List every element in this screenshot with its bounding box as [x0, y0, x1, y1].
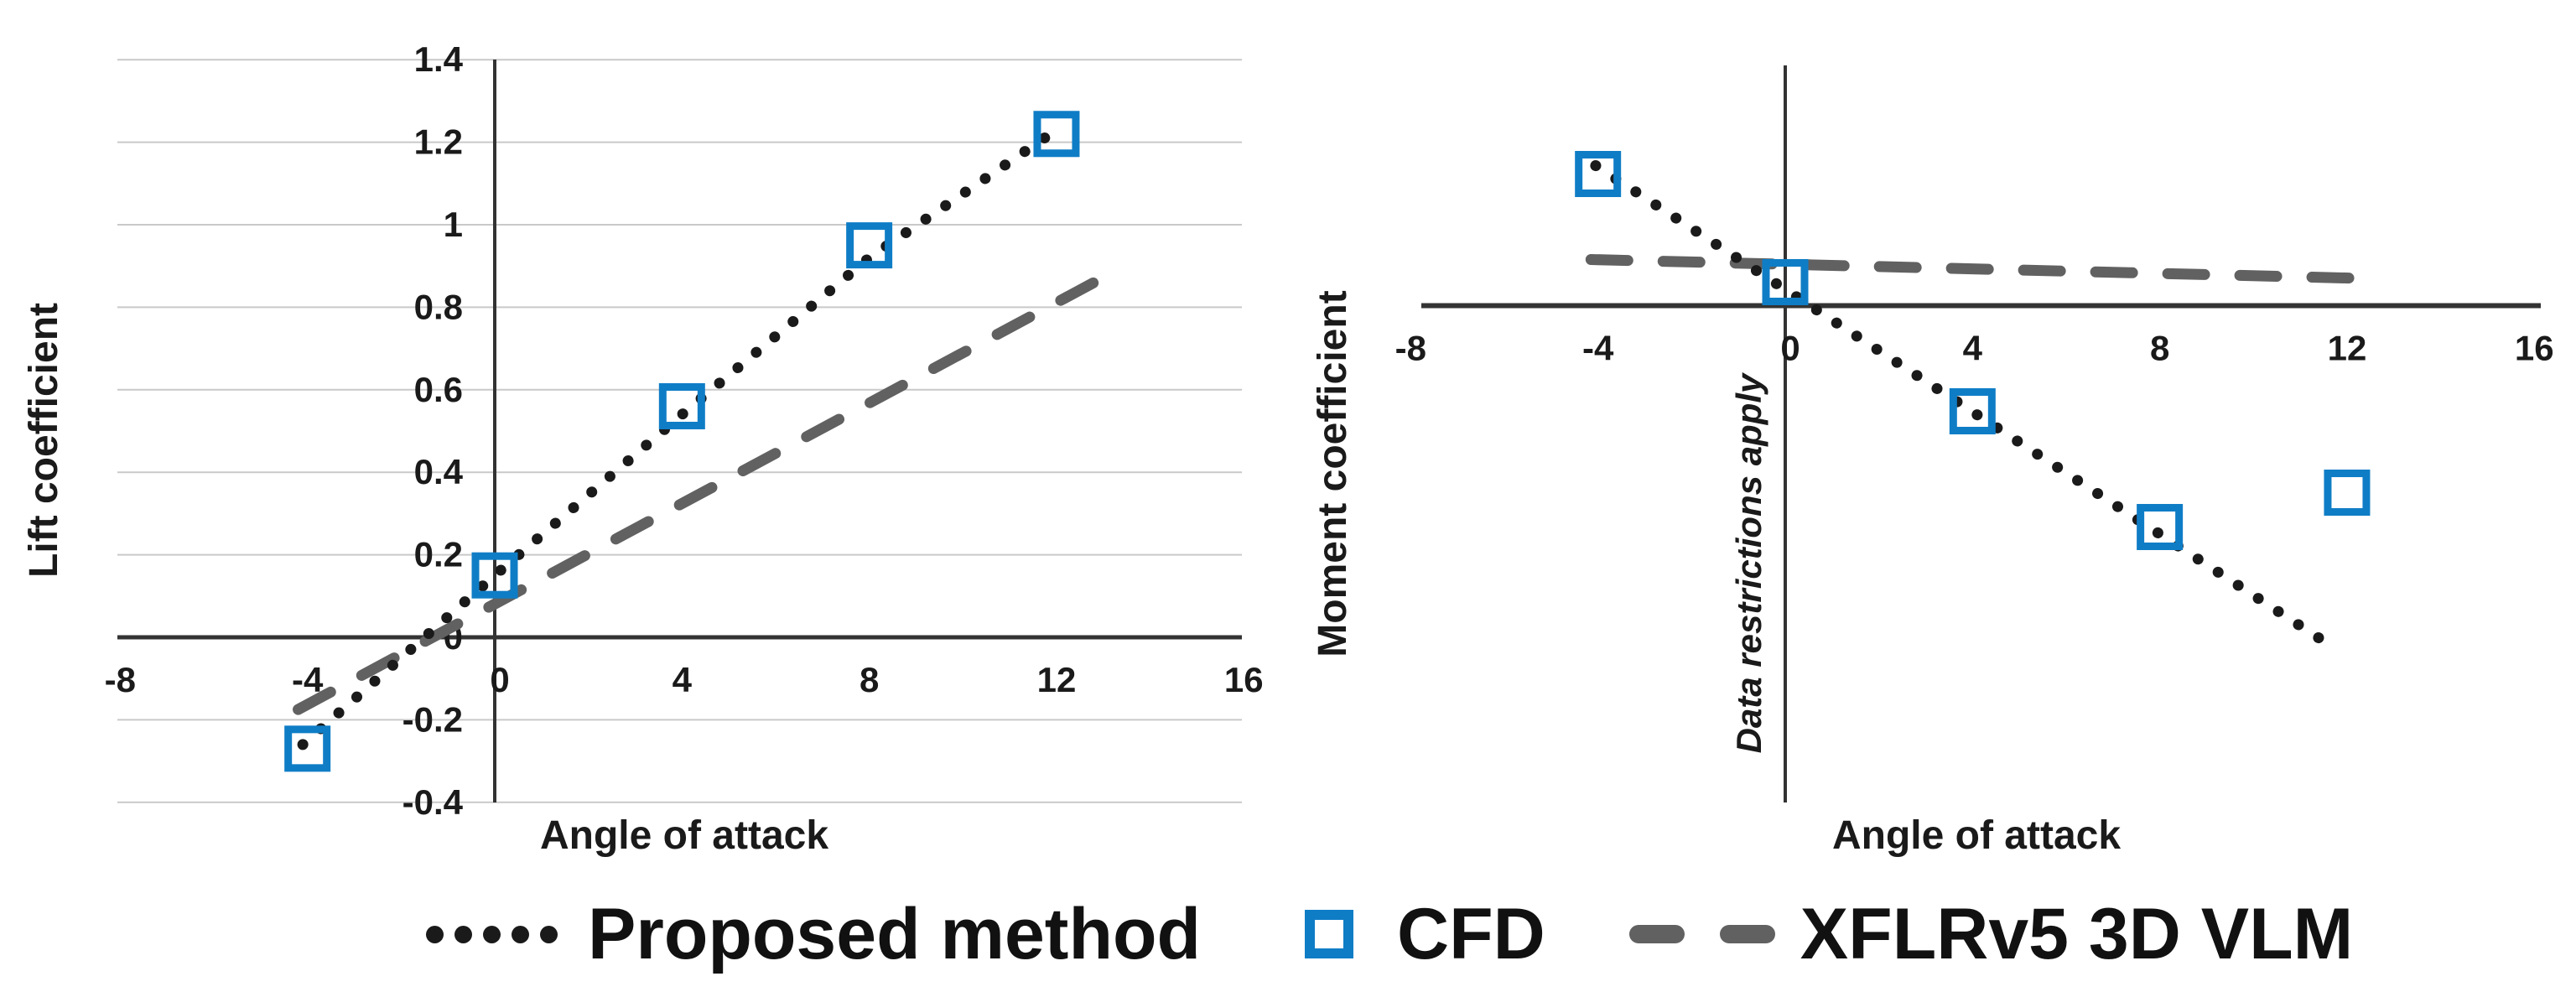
cfd-data-point	[471, 552, 518, 599]
xflr-line	[1585, 254, 2386, 284]
y-axis-title: Moment coefficient	[1311, 290, 1355, 657]
x-tick-label: -8	[1395, 329, 1426, 368]
legend: Proposed method CFD XFLRv5 3D VLM	[426, 894, 2353, 974]
x-tick-label: 0	[490, 660, 509, 699]
x-tick-label: 8	[860, 660, 879, 699]
x-tick-label: 0	[1780, 329, 1800, 368]
cfd-data-point	[1762, 259, 1809, 305]
x-axis-title: Angle of attack	[540, 813, 828, 858]
y-tick-label: 0.6	[414, 370, 463, 409]
cfd-data-point	[658, 382, 705, 429]
legend-proposed-method-label: Proposed method	[588, 894, 1202, 974]
x-tick-label: 16	[2515, 329, 2554, 368]
y-tick-label: 1	[444, 205, 463, 244]
cfd-data-point	[846, 222, 893, 269]
cfd-data-point	[2137, 504, 2184, 550]
legend-xflr-label: XFLRv5 3D VLM	[1800, 894, 2354, 974]
xflr-line	[293, 277, 1100, 715]
x-axis-title: Angle of attack	[1832, 813, 2121, 858]
y-tick-label: 0.2	[414, 535, 463, 574]
cfd-data-point	[284, 725, 331, 772]
y-tick-label: 0.4	[414, 452, 464, 491]
y-tick-label: -0.4	[402, 782, 464, 822]
proposed-method-line	[1590, 160, 2344, 656]
legend-xflr-dashed-sample	[1628, 925, 1775, 943]
x-tick-label: -4	[1582, 329, 1614, 368]
data-restrictions-annotation: Data restrictions apply	[1729, 371, 1768, 753]
x-tick-label: 4	[673, 660, 693, 699]
y-tick-label: 0.8	[414, 287, 463, 326]
lift-chart: -8 -4 0 4 8 12 16-0.4-0.200.20.40.60.811.21.4L…	[22, 39, 1264, 858]
y-tick-label: 1.4	[414, 39, 464, 79]
proposed-method-line	[297, 124, 1062, 750]
y-axis-title: Lift coefficient	[22, 303, 66, 578]
x-tick-label: 16	[1224, 660, 1264, 699]
x-tick-label: 8	[2150, 329, 2169, 368]
moment-chart: -8 -4 0 4 8 12 16 Moment coefficient Angle of at…	[1311, 65, 2554, 858]
legend-cfd-square-sample	[1305, 910, 1354, 958]
cfd-data-point	[2324, 470, 2371, 516]
y-tick-label: -0.2	[402, 699, 463, 739]
legend-proposed-method-dotted-sample	[426, 925, 558, 943]
y-tick-label: 1.2	[414, 122, 463, 162]
x-tick-label: -8	[105, 660, 136, 699]
x-tick-label: 4	[1963, 329, 1983, 368]
legend-cfd-label: CFD	[1397, 894, 1545, 974]
cfd-data-point	[1033, 111, 1080, 158]
x-tick-label: 12	[1037, 660, 1077, 699]
cfd-data-point	[1575, 151, 1622, 197]
cfd-data-point	[1949, 388, 1996, 434]
x-tick-label: 12	[2328, 329, 2367, 368]
